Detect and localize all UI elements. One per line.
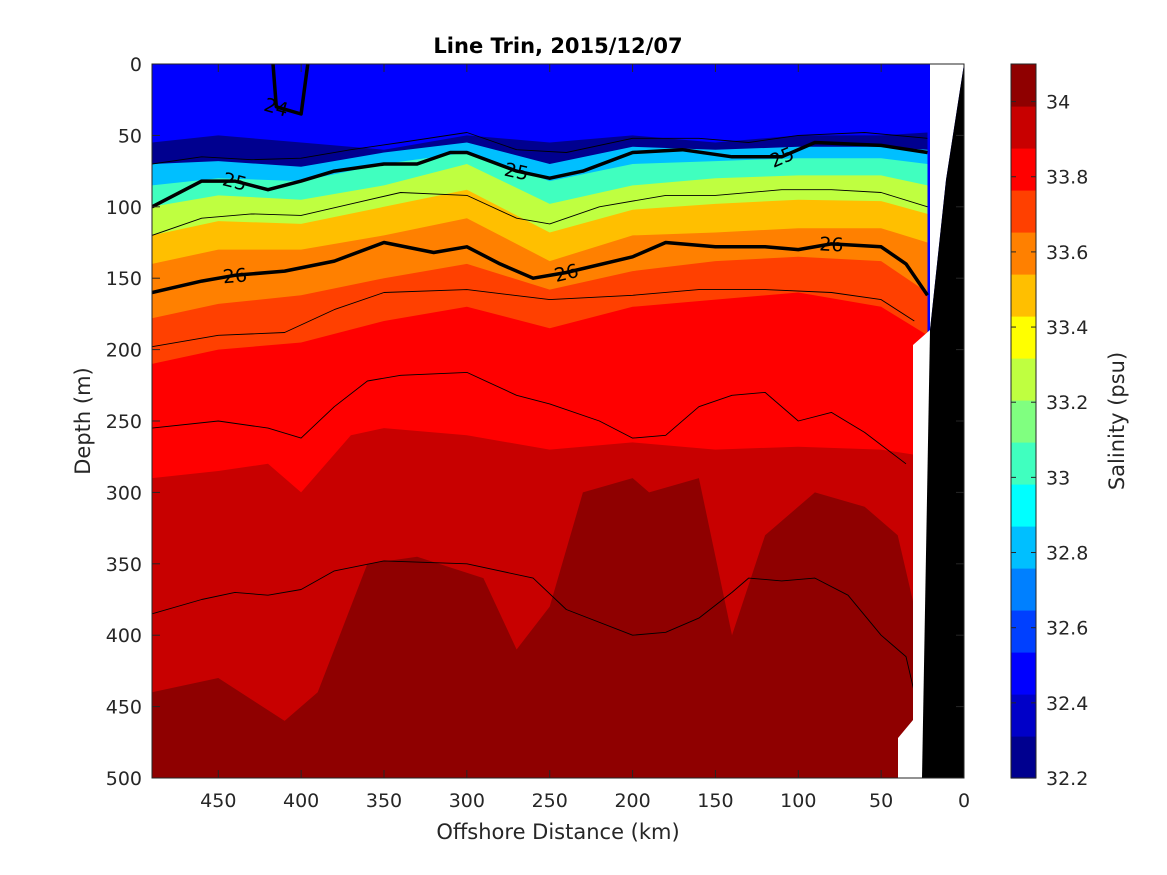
x-tick-label: 400 — [283, 790, 319, 812]
colorbar-tick-label: 32.2 — [1046, 768, 1088, 790]
colorbar-swatch — [1011, 526, 1036, 569]
x-tick-label: 50 — [869, 790, 893, 812]
colorbar-frame — [1010, 63, 1037, 779]
colorbar-label: Salinity (psu) — [1105, 352, 1129, 490]
no-data-mask — [898, 64, 964, 778]
density-contour — [152, 189, 928, 236]
density-contour — [152, 289, 915, 348]
colorbar-swatch — [1011, 232, 1036, 275]
colorbar-tick-label: 34 — [1046, 92, 1070, 114]
colorbar-swatch — [1011, 442, 1036, 485]
x-tick-label: 350 — [366, 790, 402, 812]
colorbar-tick-label: 32.6 — [1046, 618, 1088, 640]
colorbar-tick-label: 33 — [1046, 467, 1070, 489]
y-tick-label: 250 — [106, 411, 142, 433]
colorbar-swatch — [1011, 316, 1036, 359]
y-tick-label: 200 — [106, 340, 142, 362]
colorbar-tick-label: 32.4 — [1046, 693, 1088, 715]
x-tick-label: 450 — [200, 790, 236, 812]
y-tick-label: 100 — [106, 197, 142, 219]
x-tick-label: 200 — [614, 790, 650, 812]
colorbar-swatch — [1011, 652, 1036, 695]
x-tick-label: 100 — [780, 790, 816, 812]
salinity-layer — [152, 478, 928, 778]
chart-title: Line Trin, 2015/12/07 — [433, 34, 682, 58]
contour-label: 26 — [819, 233, 844, 256]
contour-label: 26 — [552, 260, 581, 287]
y-tick-label: 300 — [106, 482, 142, 504]
colorbar-tick-label: 32.8 — [1046, 543, 1088, 565]
y-tick-label: 400 — [106, 625, 142, 647]
colorbar-ticks: 32.2 32.4 32.6 32.8 33 33.2 33.4 33.6 33.8 34 — [1011, 92, 1088, 790]
y-tick-label: 50 — [118, 125, 142, 147]
colorbar-swatch — [1011, 64, 1036, 107]
colorbar-swatch — [1011, 190, 1036, 233]
colorbar-swatch — [1011, 106, 1036, 149]
colorbar-swatch — [1011, 694, 1036, 737]
contour-label: 26 — [222, 264, 248, 288]
y-tick-label: 0 — [130, 54, 142, 76]
x-axis-ticks: 450 400 350 300 250 200 150 100 50 0 — [200, 64, 970, 812]
salinity-layers — [152, 132, 928, 778]
colorbar-swatch — [1011, 274, 1036, 317]
colorbar-swatch — [1011, 610, 1036, 653]
x-tick-label: 300 — [449, 790, 485, 812]
seafloor-mask — [922, 64, 964, 778]
colorbar-swatch — [1011, 568, 1036, 611]
y-axis-ticks: 0 50 100 150 200 250 300 350 400 450 500 — [106, 54, 964, 790]
colorbar-tick-label: 33.8 — [1046, 167, 1088, 189]
density-contour — [152, 371, 907, 465]
colorbar — [1011, 64, 1036, 779]
x-tick-label: 0 — [958, 790, 970, 812]
x-tick-label: 250 — [532, 790, 568, 812]
density-contour — [271, 64, 310, 116]
density-contour — [152, 240, 929, 297]
colorbar-tick-label: 33.6 — [1046, 242, 1088, 264]
colorbar-swatch — [1011, 358, 1036, 401]
colorbar-swatch — [1011, 736, 1036, 779]
colorbar-tick-label: 33.4 — [1046, 317, 1088, 339]
contour-label: 25 — [502, 159, 530, 186]
x-tick-label: 150 — [697, 790, 733, 812]
colorbar-tick-label: 33.2 — [1046, 392, 1088, 414]
y-tick-label: 350 — [106, 554, 142, 576]
y-tick-label: 150 — [106, 268, 142, 290]
density-contour — [152, 140, 928, 209]
x-axis-label: Offshore Distance (km) — [436, 820, 679, 844]
y-tick-label: 500 — [106, 768, 142, 790]
density-contour — [152, 560, 915, 693]
density-contour — [152, 132, 928, 165]
y-tick-label: 450 — [106, 697, 142, 719]
colorbar-swatch — [1011, 148, 1036, 191]
colorbar-swatch — [1011, 484, 1036, 527]
y-axis-label: Depth (m) — [71, 367, 95, 474]
colorbar-swatch — [1011, 400, 1036, 443]
